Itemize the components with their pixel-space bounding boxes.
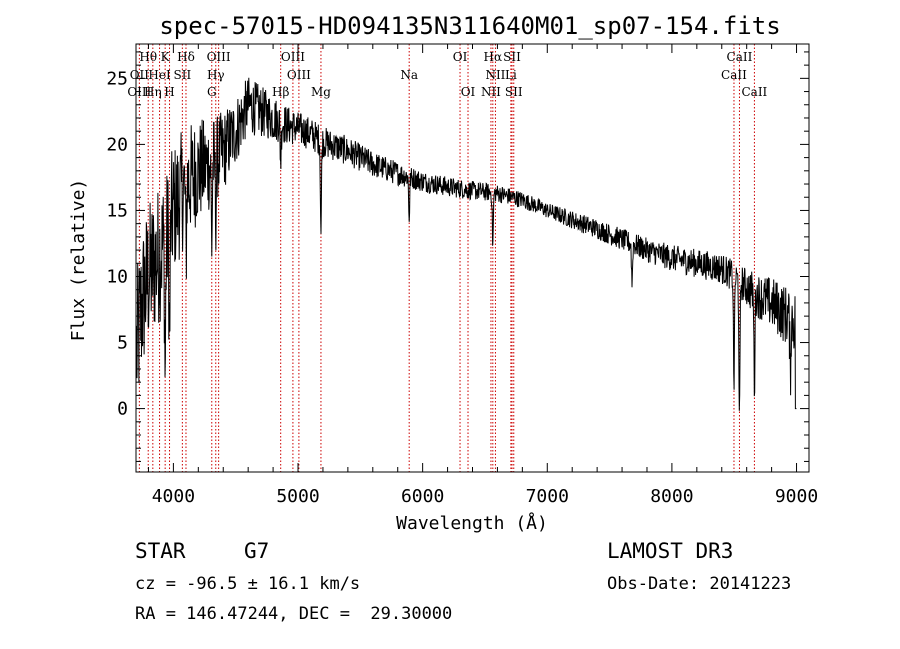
y-axis-ticks: 0 5 10 15 20 25 bbox=[106, 51, 809, 462]
y-tick-label: 15 bbox=[106, 200, 128, 221]
spectral-line-label: HeI bbox=[148, 68, 171, 82]
survey-name: LAMOST DR3 bbox=[607, 539, 734, 563]
x-tick-label: 8000 bbox=[650, 486, 693, 507]
spectral-line-label: Hη bbox=[144, 85, 162, 99]
x-tick-label: 6000 bbox=[401, 486, 444, 507]
spectral-line-label: SII bbox=[505, 85, 523, 99]
spectral-line-label: G bbox=[207, 85, 217, 99]
spectral-line-label: Li bbox=[505, 68, 517, 82]
x-tick-label: 5000 bbox=[276, 486, 319, 507]
x-axis-ticks: 4000 5000 6000 7000 8000 9000 bbox=[147, 44, 818, 507]
spectral-line-label: CaII bbox=[741, 85, 767, 99]
chart-title: spec-57015-HD094135N311640M01_sp07-154.f… bbox=[159, 12, 780, 40]
coordinates: RA = 146.47244, DEC = 29.30000 bbox=[135, 604, 453, 624]
spectral-line-label: OII bbox=[130, 68, 150, 82]
y-tick-label: 20 bbox=[106, 134, 128, 155]
y-tick-label: 5 bbox=[117, 333, 128, 354]
x-axis-label: Wavelength (Å) bbox=[396, 512, 548, 534]
spectral-line-label: OI bbox=[461, 85, 476, 99]
y-tick-label: 25 bbox=[106, 68, 128, 89]
spectral-line-label: Mg bbox=[311, 85, 331, 99]
object-class: STAR bbox=[135, 539, 186, 563]
y-axis-label: Flux (relative) bbox=[68, 179, 89, 342]
spectral-line-label: Hβ bbox=[272, 85, 289, 99]
observation-date: Obs-Date: 20141223 bbox=[607, 574, 792, 594]
spectral-line-label: NII bbox=[481, 85, 501, 99]
spectral-line-label: Hα bbox=[484, 50, 503, 64]
spectral-line-label: H bbox=[164, 85, 174, 99]
spectral-line-label: SII bbox=[503, 50, 521, 64]
spectral-line-label: OIII bbox=[207, 50, 231, 64]
spectral-line-label: SII bbox=[174, 68, 192, 82]
x-tick-label: 4000 bbox=[152, 486, 195, 507]
y-tick-label: 10 bbox=[106, 266, 128, 287]
spectral-line-label: OIII bbox=[281, 50, 305, 64]
x-tick-label: 9000 bbox=[775, 486, 818, 507]
spectrum-line bbox=[136, 77, 797, 411]
y-tick-label: 0 bbox=[117, 399, 128, 420]
spectral-line-label: Hθ bbox=[139, 50, 157, 64]
spectral-line-label: OI bbox=[453, 50, 468, 64]
spectral-line-label: OIII bbox=[287, 68, 311, 82]
object-subclass: G7 bbox=[244, 539, 270, 563]
spectral-line-label: Hγ bbox=[207, 68, 225, 82]
spectral-line-label: CaII bbox=[721, 68, 747, 82]
spectral-line-label: Hδ bbox=[177, 50, 195, 64]
redshift-value: cz = -96.5 ± 16.1 km/s bbox=[135, 574, 361, 594]
spectral-line-label: K bbox=[161, 50, 171, 64]
spectral-line-label: CaII bbox=[727, 50, 753, 64]
spectral-line-label: Na bbox=[400, 68, 418, 82]
x-tick-label: 7000 bbox=[526, 486, 569, 507]
spectral-line-label: NII bbox=[485, 68, 505, 82]
